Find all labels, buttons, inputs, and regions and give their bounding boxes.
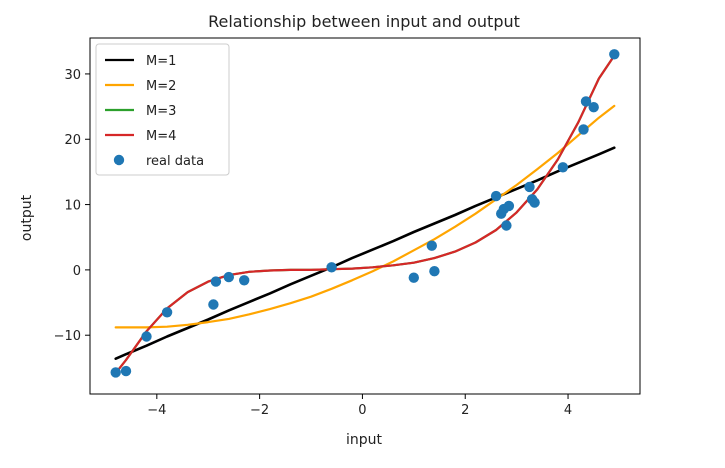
scatter-point	[503, 200, 515, 212]
y-tick-label: 0	[73, 264, 81, 279]
scatter-point	[223, 271, 234, 283]
y-axis-label: output	[19, 194, 35, 241]
y-tick-label: 20	[64, 133, 81, 148]
scatter-point	[490, 190, 502, 202]
scatter-point	[120, 365, 132, 377]
legend-box	[95, 43, 230, 176]
plot-frame	[89, 37, 641, 395]
y-tick-label: 10	[64, 199, 81, 214]
scatter-point	[208, 299, 219, 310]
scatter-point	[110, 367, 121, 378]
scatter-point	[580, 96, 592, 107]
scatter-point	[239, 275, 250, 286]
legend-label: M=2	[146, 79, 176, 94]
x-tick-label: 2	[461, 403, 469, 418]
scatter-point	[529, 197, 540, 208]
scatter-point	[210, 276, 222, 287]
legend-label: M=1	[146, 54, 176, 69]
legend: M=1 M=2 M=3 M=4 real data	[95, 43, 230, 176]
axes: −4 −2 0 2 4 −10 0 10 20 30	[54, 37, 641, 418]
scatter-point	[588, 102, 599, 113]
y-tick-label: −10	[54, 329, 81, 344]
scatter-point	[557, 162, 569, 173]
scatter-point	[326, 262, 337, 273]
x-tick-label: 0	[358, 403, 366, 418]
scatter-point	[426, 240, 437, 251]
scatter-point	[408, 272, 419, 283]
series-line-m1	[114, 146, 616, 361]
legend-label: real data	[146, 154, 204, 169]
scatter-point	[578, 124, 589, 135]
scatter-point	[161, 307, 173, 318]
chart-title: Relationship between input and output	[208, 12, 520, 31]
legend-marker-swatch	[113, 154, 125, 166]
y-tick-label: 30	[64, 68, 81, 83]
x-tick-label: −4	[147, 403, 166, 418]
x-axis-label: input	[346, 432, 383, 448]
x-tick-label: −2	[250, 403, 269, 418]
scatter-point	[501, 220, 512, 231]
scatter-point	[429, 266, 440, 277]
scatter-point	[141, 331, 152, 342]
legend-label: M=4	[146, 129, 176, 144]
series-line-m4	[114, 54, 616, 375]
plot-area	[110, 49, 620, 378]
series-line-m2	[114, 104, 616, 329]
legend-label: M=3	[146, 104, 176, 119]
scatter-point	[524, 181, 535, 193]
scatter-point	[609, 49, 620, 60]
x-tick-label: 4	[564, 403, 572, 418]
